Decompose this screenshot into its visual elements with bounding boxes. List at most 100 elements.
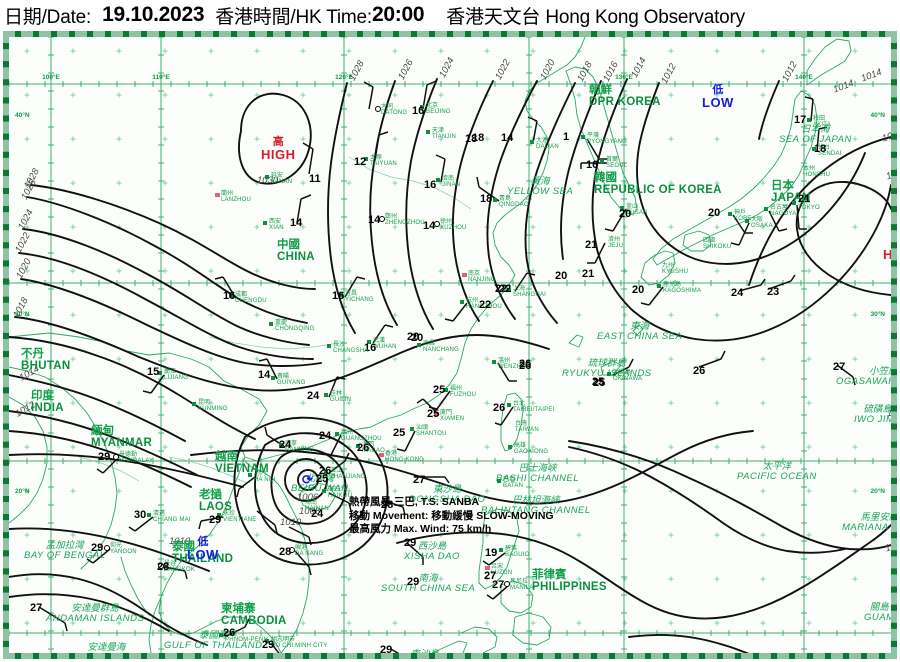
temperature-kobe: 20: [708, 207, 721, 219]
city-marker-chiang-mai: [147, 513, 151, 517]
city-marker-guangzhou: [335, 432, 339, 436]
tc-name-cn: 熱帶風暴 三巴: [349, 496, 415, 508]
city-name-cn: 廣州: [341, 430, 354, 436]
city-marker-guiyang: [271, 376, 275, 380]
city-label-kobe: 神戶 KOBE: [734, 210, 751, 222]
city-label-baguio: 碧瑤 BAGUIO: [505, 546, 530, 558]
sea-name-cn: 關島: [869, 602, 889, 613]
city-name-en: HA NOI: [254, 477, 276, 483]
pressure-symbol-en: LOW: [187, 547, 219, 562]
temperature-chiang-mai: 30: [134, 509, 147, 521]
temperature-reading-0: 18: [472, 132, 485, 144]
city-label-yanan: 延安 YANAN: [271, 173, 292, 185]
city-marker-luzon: [485, 566, 490, 570]
city-marker-xian: [263, 221, 267, 225]
country-name-cn: 韓國: [594, 172, 617, 184]
city-marker-busan: [620, 206, 624, 210]
sea-name-cn: 黃海: [530, 176, 550, 187]
tc-movement-value-cn: 移動緩慢: [431, 509, 474, 522]
sea-label-beibu-wan: 北部灣 BEIBU WAN: [291, 474, 349, 493]
city-marker-jinan: [436, 178, 440, 182]
city-label-shantou: 汕頭 SHANTOU: [416, 425, 447, 437]
time-label: 香港時間/HK Time:: [215, 6, 373, 28]
city-name-en: SENDAI: [818, 151, 842, 157]
sea-name-cn: 東海: [630, 321, 650, 332]
city-name-en: HONG KONG: [385, 457, 425, 463]
city-label-chiang-mai: 清邁 CHIANG MAI: [153, 511, 191, 523]
city-marker-hong-kong: [379, 453, 384, 457]
city-name-en: TAIWAN: [515, 427, 539, 433]
sea-name-en: SEA OF JAPAN: [779, 133, 852, 145]
tc-movement-value-en: SLOW-MOVING: [476, 509, 554, 522]
city-name-en: WUHAN: [373, 344, 397, 350]
sea-name-en: BEIBU WAN: [291, 482, 349, 494]
city-marker-nanchang: [417, 343, 421, 347]
city-label-taiwan: 台灣 TAIWAN: [515, 421, 539, 433]
city-name-en: PHNOM-PENH: [225, 637, 269, 643]
city-name-cn: 濟南: [442, 176, 455, 182]
city-label-lanzhou: 蘭州 LANZHOU: [221, 191, 251, 203]
city-marker-kobe: [728, 212, 732, 216]
city-label-guiyang: 貴陽 GUIYANG: [277, 374, 306, 386]
city-name-en: OKINAWA: [613, 376, 643, 382]
country-name-cn: 泰國: [172, 541, 195, 553]
city-label-busan: 釜山 BUSAN: [626, 204, 648, 216]
city-label-shanghai: 上海 SHANGHAI: [513, 286, 546, 298]
city-name-cn: 青島: [499, 196, 512, 202]
city-name-cn: 平壤: [587, 133, 600, 139]
city-marker-nanjing: [462, 273, 467, 277]
country-label-laos: 老撾 LAOS: [199, 489, 232, 513]
city-name-en: XIAMEN: [440, 416, 465, 422]
temperature-beijing: 16: [412, 105, 425, 117]
city-marker-wuhan: [367, 340, 371, 344]
city-marker-zhengzhou: [379, 216, 385, 222]
temperature-tokyo: 21: [798, 193, 811, 205]
city-label-yangon: 仰光 YANGON: [110, 543, 137, 555]
city-marker-haikou: [322, 489, 326, 493]
pressure-centre-high-0: 高 HIGH: [261, 137, 296, 162]
country-label-japan: 日本 JAPAN: [771, 180, 811, 204]
city-name-cn: 九州: [662, 263, 675, 269]
city-marker-kagoshima: [657, 284, 661, 288]
weather-map[interactable]: 40°N40°N30°N30°N20°N20°N10°N10°N100°E110…: [3, 31, 897, 659]
city-name-cn: 峴港: [295, 545, 308, 551]
sea-label-yellow-sea: 黃海 YELLOW SEA: [507, 177, 573, 196]
city-name-en: GUANGZHOU: [341, 436, 382, 442]
country-name-en: INDIA: [31, 401, 64, 414]
sea-name-en: MARIANA ISLANDS: [842, 521, 891, 533]
city-marker-changsha: [327, 344, 331, 348]
city-marker-taiyuan: [364, 157, 368, 161]
country-label-india: 印度 INDIA: [31, 390, 64, 414]
city-marker-da-nang: [289, 547, 295, 553]
city-marker-yanan: [265, 175, 269, 179]
sea-name-cn: 太平洋: [762, 461, 792, 472]
temperature-vientiane: 29: [209, 514, 222, 526]
tc-movement-label-en: Movement:: [372, 509, 429, 522]
city-marker-zhanjiang: [324, 470, 328, 474]
city-name-cn: 天津: [432, 128, 445, 134]
sea-name-en: RYUKYU ISLANDS: [562, 367, 652, 379]
city-label-manila: 馬尼拉 MANILA: [510, 579, 534, 591]
city-marker-vientiane: [217, 513, 221, 517]
temperature-sendai: 18: [814, 143, 827, 155]
map-plot-area[interactable]: 40°N40°N30°N30°N20°N20°N10°N10°N100°E110…: [9, 37, 891, 653]
city-name-cn: 桂林: [330, 391, 343, 397]
city-label-ho-chi-minh-city: 胡志明市 HO CHI MINH CITY: [271, 637, 328, 649]
city-name-cn: 四國: [703, 238, 716, 244]
city-name-cn: 長沙: [333, 342, 346, 348]
city-name-cn: 延安: [271, 173, 284, 179]
city-marker-qingdao: [493, 198, 497, 202]
city-name-en: BAGUIO: [505, 552, 530, 558]
sea-label-nansha-dao: 南沙島NANSHA DAO: [391, 650, 458, 653]
city-label-chengdu: 成都 CHENGDU: [235, 292, 267, 304]
isobar-label-1008-25: 1008: [299, 506, 321, 517]
country-name-cn: 日本: [771, 180, 794, 192]
country-label-china: 中國 CHINA: [277, 239, 315, 263]
city-marker-xiamen: [434, 412, 439, 416]
city-name-en: YANGON: [110, 549, 137, 555]
tc-name-en: T.S. SANBA: [420, 496, 480, 508]
temperature-phnom-penh: 26: [223, 627, 236, 639]
city-name-cn: 台北: [513, 401, 526, 407]
temperature-zhengzhou: 14: [368, 214, 381, 226]
grid-label-40N: 40°N: [15, 112, 30, 119]
